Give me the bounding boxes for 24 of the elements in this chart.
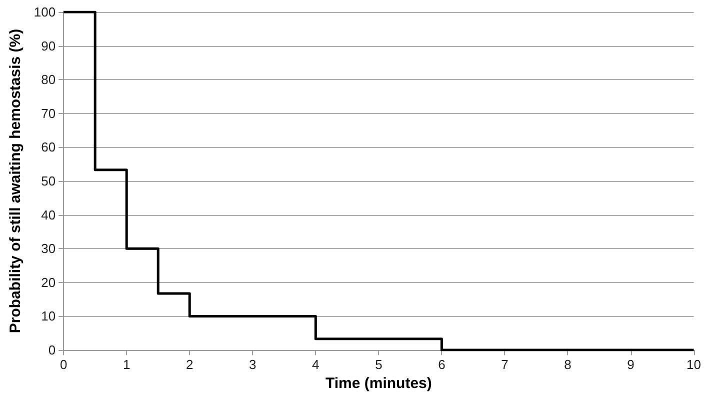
x-tick-label: 2 — [186, 357, 194, 372]
x-axis-title: Time (minutes) — [325, 374, 432, 392]
y-tick-label: 80 — [41, 72, 56, 88]
x-tick-label: 7 — [501, 357, 508, 372]
x-tick-label: 4 — [312, 357, 320, 372]
x-tick-label: 8 — [564, 357, 572, 372]
y-tick-label: 40 — [41, 207, 56, 222]
x-tick-label: 6 — [438, 357, 446, 372]
x-tick-label: 1 — [122, 357, 130, 372]
y-tick-label: 0 — [48, 342, 56, 358]
y-tick-label: 100 — [34, 4, 56, 20]
y-tick-label: 90 — [41, 38, 56, 54]
y-tick-label: 10 — [41, 308, 56, 324]
x-tick-label: 3 — [249, 357, 256, 372]
y-axis-title: Probability of still awaiting hemostasis (%) — [7, 28, 24, 334]
y-tick-label: 20 — [41, 274, 56, 290]
y-tick-label: 70 — [41, 106, 56, 121]
x-tick-label: 10 — [686, 357, 702, 372]
y-tick-label: 50 — [41, 174, 56, 188]
x-tick-label: 9 — [627, 357, 634, 372]
y-tick-label: 60 — [41, 140, 56, 155]
x-tick-label: 0 — [60, 357, 68, 372]
x-tick-label: 5 — [375, 357, 382, 372]
y-tick-label: 30 — [41, 241, 56, 256]
